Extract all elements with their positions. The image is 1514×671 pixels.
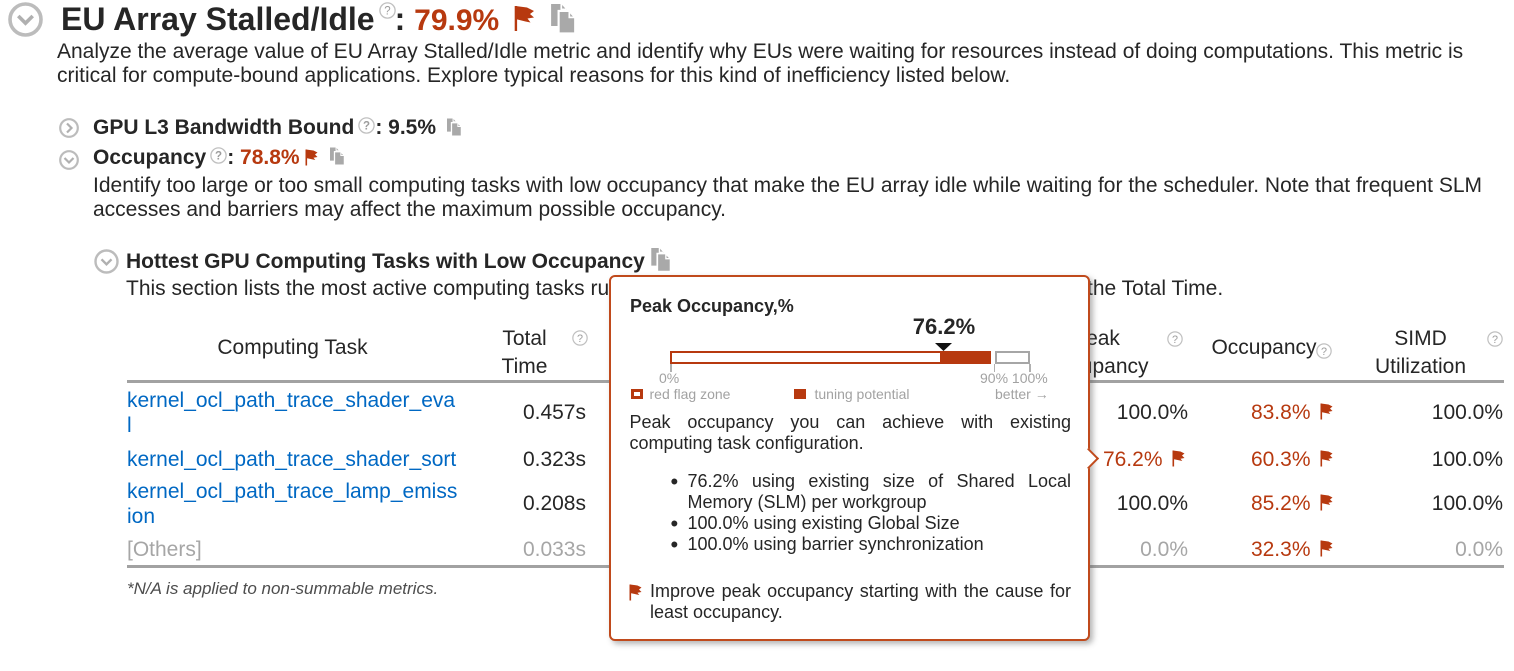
svg-text:?: ? bbox=[1172, 334, 1178, 346]
svg-text:?: ? bbox=[1492, 334, 1498, 346]
svg-text:?: ? bbox=[1321, 346, 1327, 358]
svg-text:?: ? bbox=[577, 333, 583, 345]
svg-text:?: ? bbox=[384, 6, 390, 18]
svg-text:?: ? bbox=[363, 121, 370, 133]
svg-text:?: ? bbox=[215, 151, 222, 163]
